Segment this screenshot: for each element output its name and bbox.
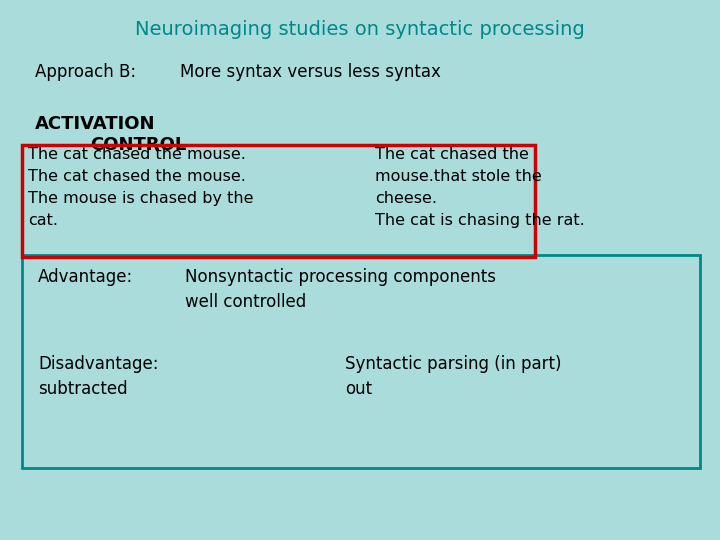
Text: CONTROL: CONTROL (90, 136, 186, 154)
Bar (22, 255, 700, 468)
Bar (22, 145, 535, 257)
Text: Neuroimaging studies on syntactic processing: Neuroimaging studies on syntactic proces… (135, 20, 585, 39)
Text: Syntactic parsing (in part)
out: Syntactic parsing (in part) out (345, 355, 562, 398)
Text: The cat chased the: The cat chased the (375, 147, 529, 162)
Text: mouse.that stole the: mouse.that stole the (375, 169, 541, 184)
Text: The cat chased the mouse.: The cat chased the mouse. (28, 147, 246, 162)
Text: Approach B:: Approach B: (35, 63, 136, 81)
Text: cat.: cat. (28, 213, 58, 228)
Text: cheese.: cheese. (375, 191, 437, 206)
Text: Advantage:: Advantage: (38, 268, 133, 286)
Text: More syntax versus less syntax: More syntax versus less syntax (180, 63, 441, 81)
Text: The cat chased the mouse.: The cat chased the mouse. (28, 169, 246, 184)
Text: Disadvantage:
subtracted: Disadvantage: subtracted (38, 355, 158, 398)
Text: The mouse is chased by the: The mouse is chased by the (28, 191, 253, 206)
Text: ACTIVATION: ACTIVATION (35, 115, 156, 133)
Text: The cat is chasing the rat.: The cat is chasing the rat. (375, 213, 585, 228)
Text: Nonsyntactic processing components
well controlled: Nonsyntactic processing components well … (185, 268, 496, 311)
